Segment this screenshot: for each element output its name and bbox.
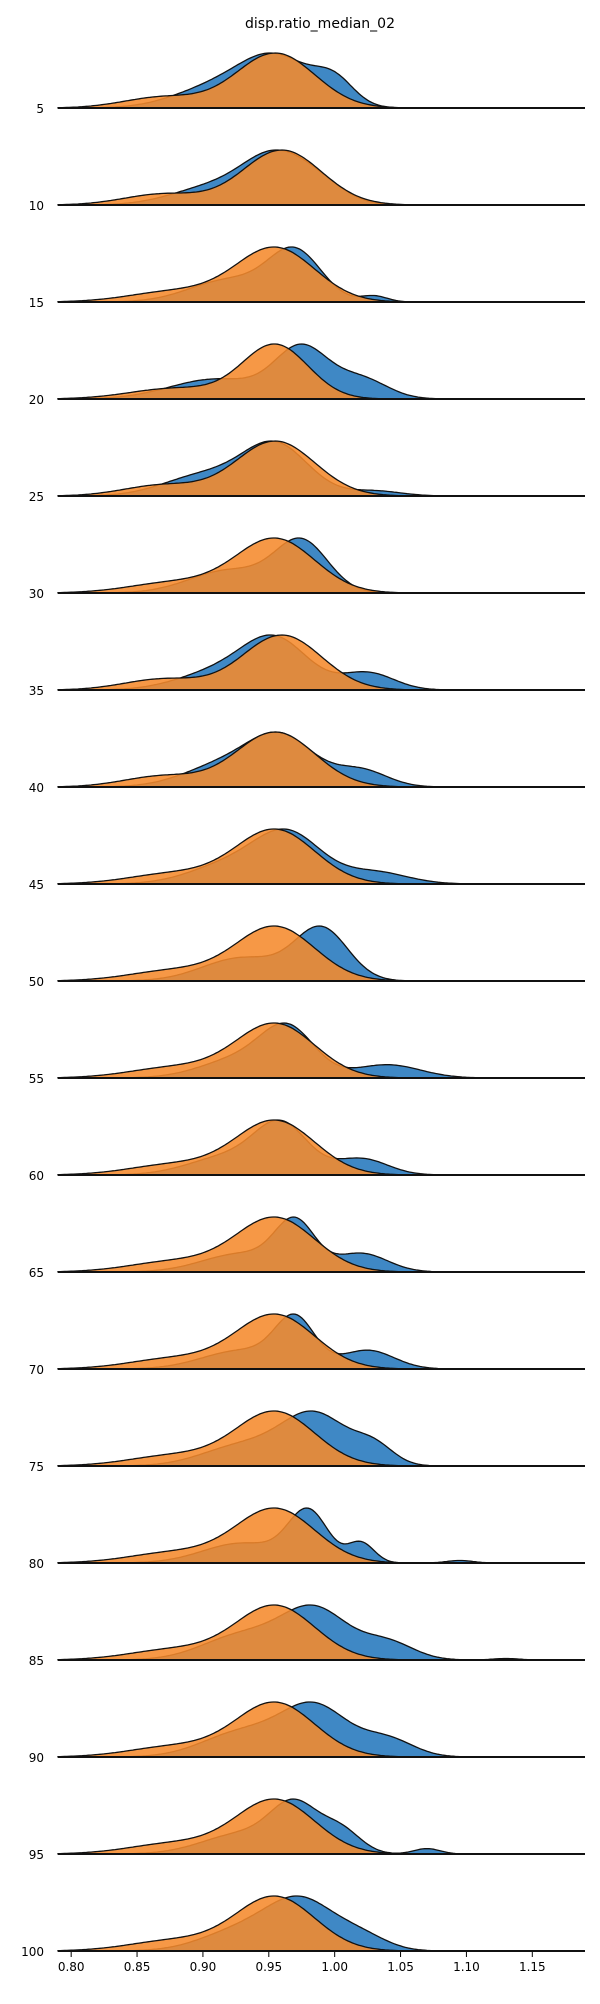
ridge-row-15: 15 xyxy=(29,246,585,310)
ridge-15-orange-density xyxy=(57,246,585,303)
ridge-row-100: 100 xyxy=(21,1895,585,1959)
row-label: 10 xyxy=(29,199,44,213)
x-tick-label: 1.15 xyxy=(519,1960,546,1974)
ridge-35-orange-density xyxy=(57,634,585,691)
ridge-10-orange-density xyxy=(57,149,585,206)
row-label: 75 xyxy=(29,1460,44,1474)
ridge-5-orange-density xyxy=(57,52,585,109)
row-label: 45 xyxy=(29,878,44,892)
ridge-65-orange-density xyxy=(57,1216,585,1273)
row-label: 85 xyxy=(29,1654,44,1668)
row-label: 20 xyxy=(29,393,44,407)
row-label: 50 xyxy=(29,975,44,989)
ridge-40-orange-density xyxy=(57,731,585,788)
ridge-70-orange-density xyxy=(57,1313,585,1370)
ridge-row-10: 10 xyxy=(29,149,585,213)
ridge-row-60: 60 xyxy=(29,1119,585,1183)
ridge-row-80: 80 xyxy=(29,1507,585,1571)
row-label: 60 xyxy=(29,1169,44,1183)
ridge-row-20: 20 xyxy=(29,343,585,407)
ridge-95-orange-density xyxy=(57,1798,585,1855)
ridge-row-70: 70 xyxy=(29,1313,585,1377)
ridge-row-30: 30 xyxy=(29,537,585,601)
ridge-30-orange-density xyxy=(57,537,585,594)
ridge-row-55: 55 xyxy=(29,1022,585,1086)
x-tick-label: 0.85 xyxy=(124,1960,151,1974)
row-label: 65 xyxy=(29,1266,44,1280)
row-label: 70 xyxy=(29,1363,44,1377)
row-label: 15 xyxy=(29,296,44,310)
row-label: 30 xyxy=(29,587,44,601)
row-label: 5 xyxy=(36,102,44,116)
ridge-45-orange-density xyxy=(57,828,585,885)
x-tick-label: 1.05 xyxy=(387,1960,414,1974)
ridges-group: 5 10 15 20 25 30 35 40 45 50 55 60 65 70 75 80 85 90 95 100 xyxy=(21,52,585,1959)
x-tick-label: 1.10 xyxy=(453,1960,480,1974)
chart-title: disp.ratio_median_02 xyxy=(245,16,395,32)
ridge-row-65: 65 xyxy=(29,1216,585,1280)
ridge-row-95: 95 xyxy=(29,1798,585,1862)
x-tick-label: 0.80 xyxy=(58,1960,85,1974)
row-label: 40 xyxy=(29,781,44,795)
row-label: 35 xyxy=(29,684,44,698)
ridge-25-orange-density xyxy=(57,440,585,497)
ridge-row-5: 5 xyxy=(36,52,585,116)
ridge-row-45: 45 xyxy=(29,828,585,892)
row-label: 55 xyxy=(29,1072,44,1086)
ridge-80-orange-density xyxy=(57,1507,585,1564)
x-tick-label: 0.95 xyxy=(255,1960,282,1974)
ridge-60-orange-density xyxy=(57,1119,585,1176)
ridge-row-90: 90 xyxy=(29,1701,585,1765)
row-label: 95 xyxy=(29,1848,44,1862)
ridge-row-50: 50 xyxy=(29,925,585,989)
x-tick-label: 1.00 xyxy=(321,1960,348,1974)
ridge-row-25: 25 xyxy=(29,440,585,504)
row-label: 25 xyxy=(29,490,44,504)
row-label: 80 xyxy=(29,1557,44,1571)
x-tick-label: 0.90 xyxy=(190,1960,217,1974)
ridge-row-85: 85 xyxy=(29,1604,585,1668)
x-axis: 0.80 0.85 0.90 0.95 1.00 1.05 1.10 1.15 xyxy=(58,1952,546,1974)
row-label: 90 xyxy=(29,1751,44,1765)
row-label: 100 xyxy=(21,1945,44,1959)
ridge-row-35: 35 xyxy=(29,634,585,698)
ridge-row-40: 40 xyxy=(29,731,585,795)
ridge-row-75: 75 xyxy=(29,1410,585,1474)
ridge-55-orange-density xyxy=(57,1022,585,1079)
